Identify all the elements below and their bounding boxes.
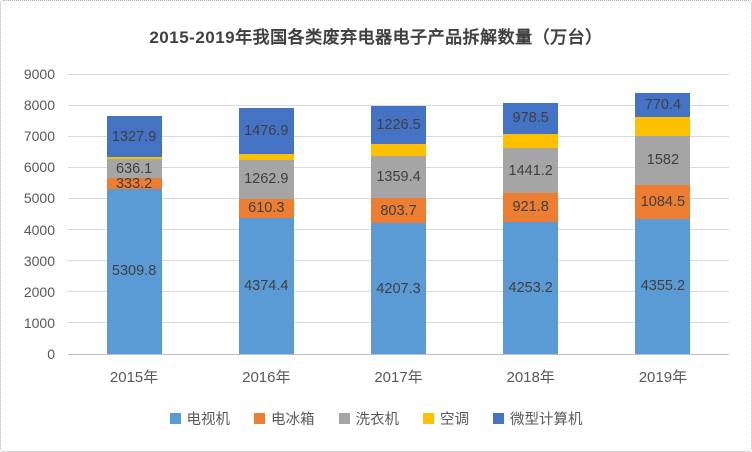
bar-segment-air-conditioner-2019年 [635,117,691,136]
y-tick-label-9000: 9000 [23,66,55,82]
x-tick-label-2016年: 2016年 [242,369,291,386]
bar-segment-air-conditioner-2018年 [503,133,559,149]
data-label-fridge-2015年: 333.2 [115,175,153,192]
legend-item-fridge: 电冰箱 [254,408,315,429]
legend-item-air-conditioner: 空调 [423,408,469,429]
data-label-washing-machine-2015年: 636.1 [115,160,153,177]
legend-item-washing-machine: 洗衣机 [338,408,400,429]
bar-segment-air-conditioner-2015年 [106,157,162,159]
y-tick-label-0: 0 [47,346,55,362]
legend-swatch-pc-icon [493,413,504,424]
bar-segment-tv-2019年 [635,218,691,354]
bar-segment-washing-machine-2016年 [238,159,294,199]
y-tick-label-7000: 7000 [23,128,55,145]
bar-segment-tv-2018年 [503,221,559,354]
legend-item-tv: 电视机 [169,408,231,429]
plot-area: 5309.8 333.2 636.1 1327.9 4374.4 610.3 1262.9 1… [68,73,729,355]
bar-segment-pc-2019年 [635,93,691,118]
data-label-tv-2019年: 4355.2 [640,278,686,294]
bar-segment-pc-2016年 [238,107,294,154]
y-tick-label-3000: 3000 [23,252,55,269]
data-label-fridge-2018年: 921.8 [512,199,549,216]
legend-swatch-air-conditioner-icon [423,413,434,424]
data-label-washing-machine-2016年: 1262.9 [244,171,289,188]
data-label-pc-2016年: 1476.9 [244,122,289,139]
bar-segment-fridge-2019年 [635,184,691,219]
data-label-fridge-2019年: 1084.5 [640,193,686,210]
legend-label-air-conditioner: 空调 [440,412,469,428]
data-label-pc-2019年: 770.4 [644,96,682,113]
y-tick-label-2000: 2000 [23,283,55,300]
bar-segment-tv-2016年 [238,217,294,354]
data-label-tv-2015年: 5309.8 [111,263,157,280]
bar-segment-fridge-2018年 [503,193,559,222]
y-tick-label-8000: 8000 [23,97,55,114]
legend: 电视机 电冰箱 洗衣机 空调 微型计算机 [1,408,751,429]
data-label-pc-2015年: 1327.9 [111,128,157,145]
x-tick-label-2019年: 2019年 [638,369,688,386]
bar-segment-air-conditioner-2017年 [371,144,426,156]
legend-label-tv: 电视机 [186,412,231,428]
bar-segment-fridge-2016年 [238,198,294,218]
data-label-pc-2018年: 978.5 [512,110,549,127]
x-tick-label-2018年: 2018年 [506,369,555,386]
legend-label-pc: 微型计算机 [510,412,583,428]
legend-label-fridge: 电冰箱 [271,412,315,428]
data-label-tv-2017年: 4207.3 [376,280,421,297]
y-tick-label-4000: 4000 [23,221,55,238]
x-tick-label-2017年: 2017年 [374,369,423,386]
data-label-fridge-2017年: 803.7 [380,202,417,219]
bar-segment-fridge-2015年 [106,178,162,189]
bar-segment-washing-machine-2019年 [635,135,691,185]
gridline-8000 [68,104,729,106]
bar-segment-pc-2017年 [371,106,426,145]
y-tick-label-5000: 5000 [23,190,55,207]
bar-segment-pc-2018年 [503,103,559,134]
bar-segment-washing-machine-2015年 [106,158,162,179]
bar-segment-fridge-2017年 [371,198,426,224]
y-axis: 0 1000 2000 3000 4000 5000 6000 7000 8000 9000 [1,66,55,362]
data-label-tv-2016年: 4374.4 [244,277,289,294]
x-axis: 2015年 2016年 2017年 2018年 2019年 [1,366,751,386]
data-label-pc-2017年: 1226.5 [376,116,421,133]
legend-swatch-washing-machine-icon [338,413,350,424]
data-label-washing-machine-2018年: 1441.2 [508,162,553,179]
data-label-tv-2018年: 4253.2 [508,279,553,296]
data-label-washing-machine-2019年: 1582 [646,151,680,168]
legend-swatch-fridge-icon [254,413,265,424]
chart-title: 2015-2019年我国各类废弃电器电子产品拆解数量（万台） [149,28,603,47]
legend-label-washing-machine: 洗衣机 [355,412,400,428]
legend-swatch-tv-icon [169,413,181,424]
bar-segment-washing-machine-2017年 [371,155,426,199]
y-tick-label-1000: 1000 [23,314,55,331]
bar-segment-tv-2017年 [371,223,426,354]
x-tick-label-2015年: 2015年 [109,369,159,386]
data-label-washing-machine-2017年: 1359.4 [376,168,421,185]
bar-segment-washing-machine-2018年 [503,148,559,193]
x-axis-line [68,353,729,355]
bar-segment-air-conditioner-2016年 [238,153,294,160]
legend-item-pc: 微型计算机 [493,408,583,429]
bar-segment-tv-2015年 [106,188,162,354]
gridline-9000 [68,73,729,75]
bar-segment-pc-2015年 [106,116,162,158]
data-label-fridge-2016年: 610.3 [248,200,285,217]
y-tick-label-6000: 6000 [23,159,55,176]
